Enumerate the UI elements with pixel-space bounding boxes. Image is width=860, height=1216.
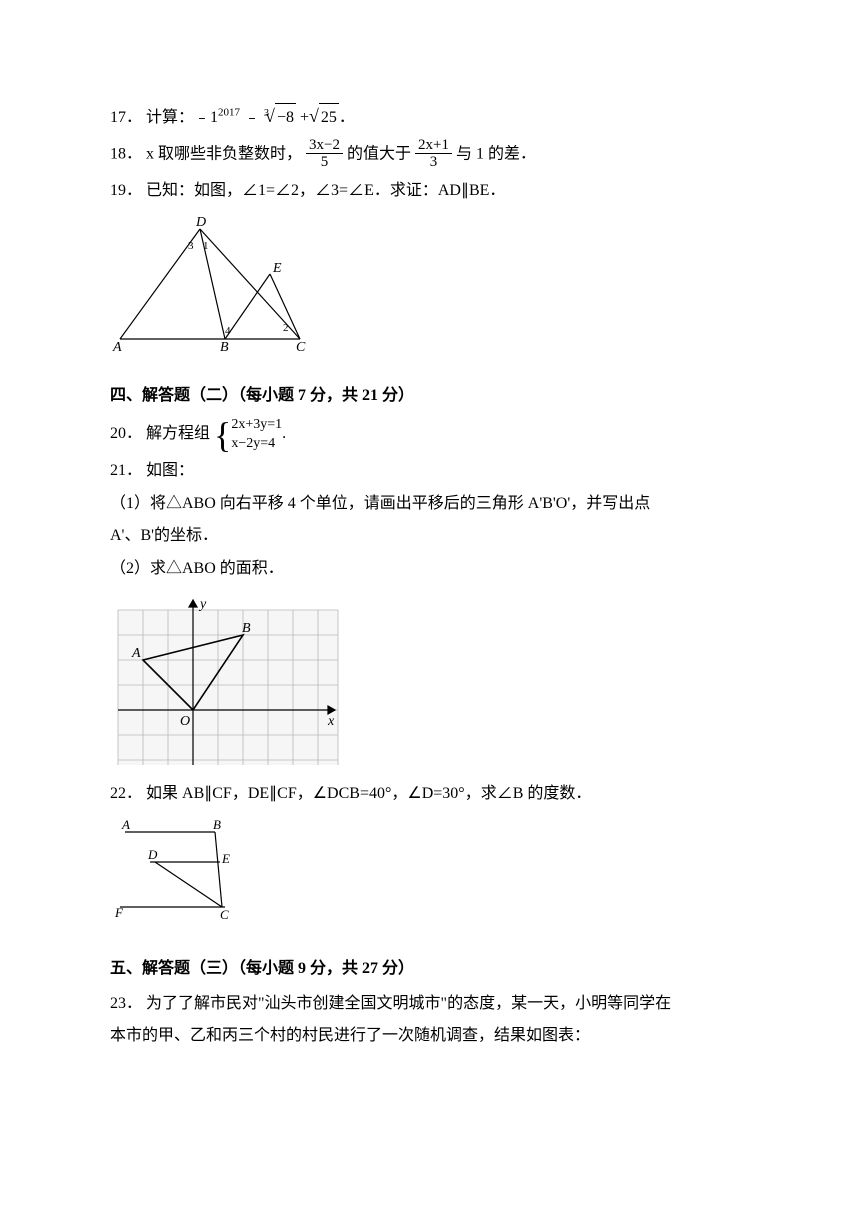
label-C: C: [220, 907, 229, 922]
equation-2: x−2y=4: [231, 435, 282, 453]
problem-text: 如图：: [146, 462, 194, 479]
problem-23: 23． 为了了解市民对"汕头市创建全国文明城市"的态度，某一天，小明等同学在: [110, 990, 750, 1019]
fraction-1: 3x−2 5: [306, 137, 343, 173]
problem-20: 20． 解方程组 { 2x+3y=1 x−2y=4 .: [110, 416, 750, 452]
minus: ﹣: [244, 109, 260, 126]
label-C: C: [296, 340, 306, 354]
problem-18: 18． x 取哪些非负整数时， 3x−2 5 的值大于 2x+1 3 与 1 的…: [110, 137, 750, 173]
label-F: F: [114, 905, 124, 920]
problem-text: 为了了解市民对"汕头市创建全国文明城市"的态度，某一天，小明等同学在: [146, 995, 671, 1012]
angle-3: 3: [188, 240, 194, 252]
equation-system: { 2x+3y=1 x−2y=4: [214, 416, 282, 452]
problem-text: 计算：﹣1: [146, 109, 218, 126]
problem-17: 17． 计算：﹣12017 ﹣ 3−8 +25．: [110, 100, 750, 133]
section-5-header: 五、解答题（三）（每小题 9 分，共 27 分）: [110, 955, 750, 984]
period: ．: [339, 109, 355, 126]
figure-19: D E A B C 3 1 4 2: [110, 214, 750, 354]
angle-2: 2: [283, 322, 289, 334]
label-O: O: [180, 714, 190, 729]
problem-text: 已知：如图，∠1=∠2，∠3=∠E．求证：AD∥BE．: [146, 182, 505, 199]
angle-1: 1: [203, 240, 209, 252]
angle-4: 4: [225, 325, 231, 337]
problem-number: 22．: [110, 785, 142, 802]
problem-19: 19． 已知：如图，∠1=∠2，∠3=∠E．求证：AD∥BE．: [110, 177, 750, 206]
problem-text: 与 1 的差．: [456, 145, 536, 162]
figure-22: A B D E F C: [110, 817, 750, 927]
problem-22: 22． 如果 AB∥CF，DE∥CF，∠DCB=40°，∠D=30°，求∠B 的…: [110, 780, 750, 809]
label-D: D: [147, 847, 158, 862]
problem-23-line2: 本市的甲、乙和丙三个村的村民进行了一次随机调查，结果如图表：: [110, 1022, 750, 1051]
figure-21: A B O x y: [110, 592, 750, 772]
cube-root: 3−8: [264, 109, 300, 126]
fraction-2: 2x+1 3: [415, 137, 452, 173]
problem-number: 17．: [110, 109, 142, 126]
label-B: B: [213, 817, 221, 832]
problem-text: 如果 AB∥CF，DE∥CF，∠DCB=40°，∠D=30°，求∠B 的度数．: [146, 785, 591, 802]
label-D: D: [195, 215, 206, 230]
problem-number: 19．: [110, 182, 142, 199]
plus: +: [300, 109, 309, 126]
exponent: 2017: [218, 107, 240, 119]
label-x: x: [327, 714, 335, 729]
problem-21: 21． 如图：: [110, 457, 750, 486]
problem-text: 解方程组: [146, 425, 210, 442]
problem-number: 20．: [110, 425, 142, 442]
problem-21-sub2: （2）求△ABO 的面积．: [110, 555, 750, 584]
problem-number: 23．: [110, 995, 142, 1012]
problem-text: 的值大于: [347, 145, 411, 162]
problem-21-sub1b: A'、B'的坐标．: [110, 522, 750, 551]
equation-1: 2x+3y=1: [231, 416, 282, 434]
label-E: E: [221, 851, 230, 866]
label-B: B: [220, 340, 229, 354]
problem-21-sub1: （1）将△ABO 向右平移 4 个单位，请画出平移后的三角形 A'B'O'，并写…: [110, 490, 750, 519]
problem-text: x 取哪些非负整数时，: [146, 145, 302, 162]
label-A: A: [131, 646, 141, 661]
section-4-header: 四、解答题（二）（每小题 7 分，共 21 分）: [110, 382, 750, 411]
label-E: E: [272, 261, 282, 276]
label-A: A: [121, 817, 130, 832]
label-A: A: [112, 340, 122, 354]
problem-number: 18．: [110, 145, 142, 162]
problem-number: 21．: [110, 462, 142, 479]
label-B: B: [242, 621, 251, 636]
label-y: y: [198, 597, 207, 612]
square-root: 25: [309, 109, 339, 126]
